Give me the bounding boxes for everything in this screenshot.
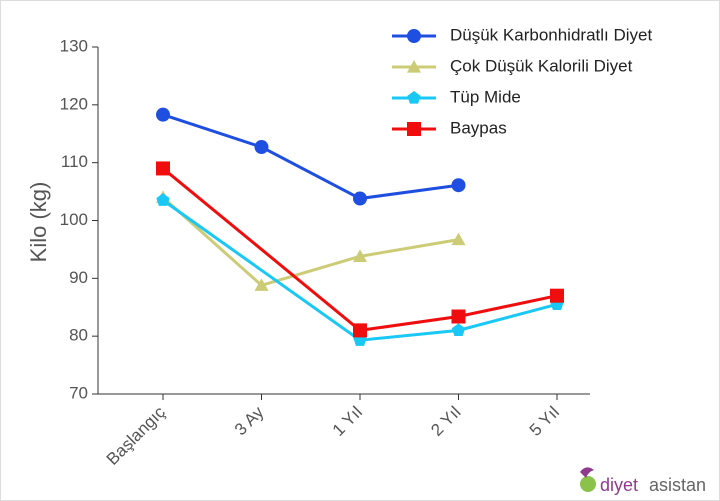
marker — [254, 278, 269, 291]
marker — [451, 309, 466, 324]
logo-text: asistan — [649, 475, 706, 495]
marker — [407, 60, 421, 73]
marker — [156, 161, 170, 176]
y-tick-label: 80 — [69, 326, 88, 345]
marker — [451, 232, 466, 246]
logo-text: diyet — [600, 475, 638, 495]
series-line — [162, 167, 558, 332]
logo: diyet asistan — [580, 467, 706, 495]
series-line — [162, 199, 558, 342]
y-tick-label: 120 — [60, 94, 88, 113]
marker — [156, 193, 170, 206]
marker — [451, 323, 466, 337]
legend-label: Baypas — [450, 118, 507, 137]
marker — [550, 288, 564, 303]
y-tick-label: 90 — [69, 268, 88, 287]
logo-icon — [580, 476, 596, 492]
marker — [353, 191, 367, 206]
y-tick-label: 100 — [60, 210, 88, 229]
legend-label: Düşük Karbonhidratlı Diyet — [450, 25, 652, 44]
y-tick-label: 130 — [60, 36, 88, 55]
marker — [353, 249, 367, 262]
marker — [156, 107, 170, 122]
legend-label: Tüp Mide — [450, 87, 521, 106]
y-axis-label: Kilo (kg) — [26, 182, 51, 263]
marker — [254, 140, 269, 155]
marker — [407, 122, 421, 136]
marker — [353, 323, 367, 338]
series-line — [162, 113, 459, 201]
y-tick-label: 110 — [61, 152, 88, 171]
marker — [407, 91, 421, 104]
y-tick-label: 70 — [69, 383, 88, 402]
logo-leaf — [580, 467, 594, 478]
legend-label: Çok Düşük Kalorili Diyet — [450, 56, 633, 75]
series-line — [162, 196, 459, 287]
marker — [407, 29, 421, 43]
marker — [451, 178, 466, 193]
